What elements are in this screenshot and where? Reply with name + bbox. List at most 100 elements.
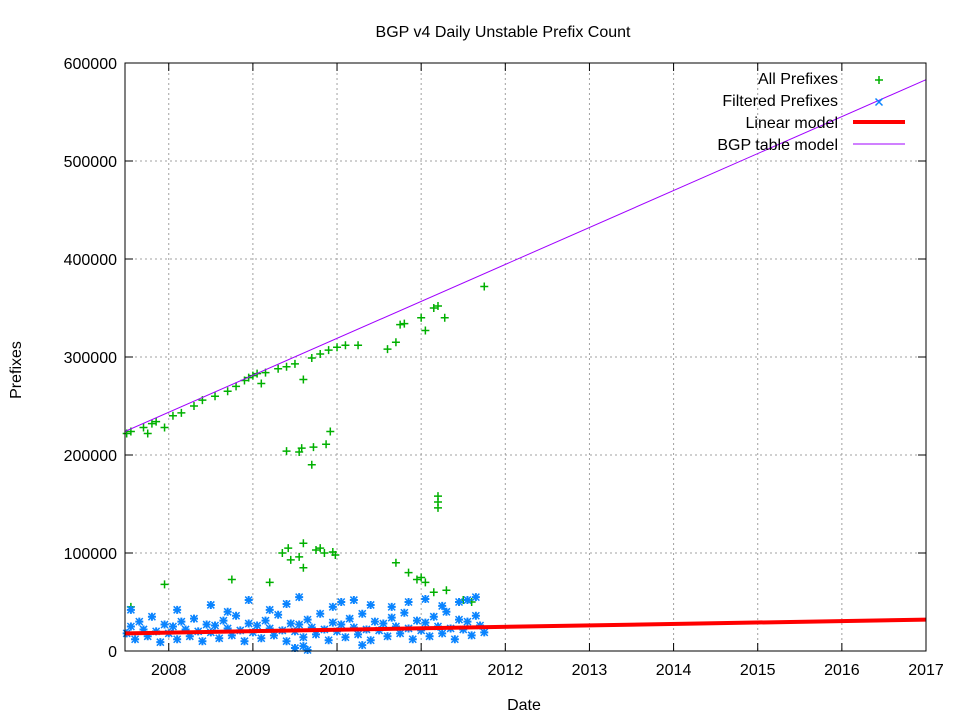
filtered-prefixes-point	[257, 634, 266, 643]
filtered-prefixes-point	[219, 616, 228, 625]
filtered-prefixes-point	[282, 599, 291, 608]
all-prefixes-point	[282, 362, 291, 371]
all-prefixes-point	[417, 573, 426, 582]
filtered-prefixes-point	[337, 597, 346, 607]
linear-model-line	[124, 617, 927, 636]
legend-label-filtered: Filtered Prefixes	[722, 93, 838, 110]
all-prefixes-point	[265, 578, 274, 587]
y-tick-label: 100000	[64, 546, 117, 563]
filtered-prefixes-point	[463, 617, 472, 626]
all-prefixes-point	[232, 382, 241, 391]
all-prefixes-point	[429, 304, 438, 312]
all-prefixes-point	[383, 345, 392, 354]
all-prefixes-point	[421, 578, 430, 587]
filtered-prefixes-point	[269, 631, 278, 640]
x-tick-label: 2009	[235, 662, 271, 679]
all-prefixes-point	[396, 320, 405, 329]
x-axis-label: Date	[507, 697, 541, 714]
filtered-prefixes-point	[160, 620, 169, 629]
all-prefixes-point	[290, 359, 299, 368]
all-prefixes-point	[143, 429, 152, 438]
y-tick-label: 300000	[64, 350, 117, 367]
all-prefixes-point	[299, 375, 308, 384]
all-prefixes-point	[160, 423, 169, 432]
filtered-prefixes-point	[412, 616, 421, 625]
all-prefixes-point	[160, 580, 169, 589]
all-prefixes-point	[257, 379, 266, 388]
filtered-prefixes-point	[400, 608, 409, 617]
filtered-prefixes-point	[206, 600, 215, 609]
filtered-prefixes-point	[282, 637, 291, 646]
filtered-prefixes-point	[454, 615, 464, 624]
x-tick-label: 2015	[740, 662, 776, 679]
all-prefixes-point	[139, 423, 148, 432]
all-prefixes-point	[442, 586, 451, 595]
filtered-prefixes-point	[442, 607, 451, 616]
x-tick-label: 2016	[824, 662, 860, 679]
filtered-prefixes-point	[471, 611, 480, 620]
filtered-prefixes-point	[274, 610, 283, 619]
legend: All Prefixes Filtered Prefixes Linear mo…	[717, 71, 905, 154]
all-prefixes-point	[295, 552, 304, 561]
all-prefixes-point	[333, 343, 342, 352]
bgp-table-model-line	[124, 79, 927, 432]
filtered-prefixes-point	[261, 616, 270, 625]
all-prefixes-point	[320, 549, 329, 557]
x-tick-label: 2012	[488, 662, 524, 679]
legend-label-linear: Linear model	[746, 115, 839, 132]
all-prefixes-point	[286, 555, 295, 564]
filtered-prefixes-point	[290, 644, 299, 653]
all-prefixes-point	[433, 503, 442, 512]
all-prefixes-point	[307, 353, 316, 362]
filtered-prefixes-point	[177, 617, 186, 626]
filtered-prefixes-point	[286, 619, 295, 628]
y-tick-label: 0	[108, 644, 117, 661]
filtered-prefixes-point	[463, 596, 472, 605]
grid	[125, 63, 926, 651]
filtered-prefixes-point	[358, 641, 367, 650]
filtered-prefixes-point	[328, 618, 337, 627]
filtered-prefixes-point	[168, 622, 177, 631]
filtered-prefixes-point	[244, 619, 253, 628]
filtered-prefixes-point	[438, 629, 447, 638]
filtered-prefixes-point	[370, 617, 379, 626]
filtered-prefixes-point	[126, 605, 135, 614]
filtered-prefixes-point	[421, 618, 430, 627]
filtered-prefixes-point	[240, 637, 249, 646]
filtered-prefixes-point	[467, 631, 476, 640]
all-prefixes-point	[299, 539, 308, 548]
x-tick-label: 2014	[656, 662, 692, 679]
all-prefixes-point	[177, 408, 186, 417]
filtered-prefixes-point	[253, 621, 262, 630]
filtered-prefixes-point	[324, 636, 333, 645]
all-prefixes-point	[311, 546, 320, 555]
all-prefixes-point	[168, 411, 177, 420]
filtered-prefixes-point	[173, 635, 182, 644]
all-prefixes-point	[316, 350, 325, 359]
legend-label-bgp: BGP table model	[717, 137, 838, 154]
filtered-prefixes-point	[202, 620, 211, 629]
all-prefixes-point	[412, 575, 421, 584]
all-prefixes-point	[211, 392, 220, 401]
filtered-prefixes-point	[232, 611, 241, 620]
all-prefixes-point	[284, 544, 293, 553]
plot-frame	[124, 62, 927, 652]
filtered-prefixes-point	[299, 633, 308, 642]
filtered-prefixes-point	[156, 638, 165, 647]
all-prefixes-point	[331, 550, 340, 559]
y-tick-label: 200000	[64, 448, 117, 465]
filtered-prefixes-point	[366, 600, 375, 609]
filtered-prefixes-point	[316, 609, 325, 618]
filtered-prefixes-point	[210, 621, 220, 630]
filtered-prefixes-point	[135, 617, 144, 626]
filtered-prefixes-point	[244, 596, 253, 605]
filtered-prefixes-point	[223, 607, 232, 616]
filtered-prefixes-point	[173, 605, 182, 614]
all-prefixes-point	[282, 447, 291, 456]
filtered-prefixes-point	[295, 620, 304, 629]
x-tick-label: 2017	[908, 662, 944, 679]
filtered-prefixes-point	[408, 635, 417, 644]
all-prefixes-point	[189, 402, 198, 410]
all-prefixes-point	[152, 417, 161, 426]
filtered-prefixes-point	[303, 645, 312, 655]
